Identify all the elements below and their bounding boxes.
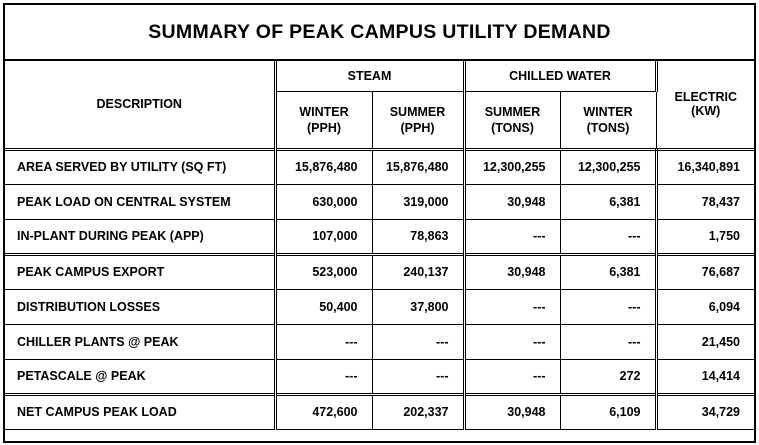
cell-value: 107,000 xyxy=(274,218,373,255)
cell-value: 472,600 xyxy=(274,392,373,430)
cell-value: 14,414 xyxy=(655,358,754,395)
cell-value: 240,137 xyxy=(371,252,466,290)
table-title: SUMMARY OF PEAK CAMPUS UTILITY DEMAND xyxy=(5,5,754,61)
table-row: CHILLER PLANTS @ PEAK --- --- --- --- 21… xyxy=(5,323,754,360)
steam-summer-header: SUMMER (PPH) xyxy=(371,90,466,150)
cell-value: 15,876,480 xyxy=(274,147,373,185)
cell-value: 1,750 xyxy=(655,218,754,255)
cell-value: 12,300,255 xyxy=(559,147,658,185)
cell-value: 15,876,480 xyxy=(371,147,466,185)
cell-value: 30,948 xyxy=(463,252,561,290)
row-label: IN-PLANT DURING PEAK (APP) xyxy=(5,218,277,255)
cell-value: 78,863 xyxy=(371,218,466,255)
steam-winter-header: WINTER (PPH) xyxy=(275,90,373,150)
cell-value: 6,381 xyxy=(559,252,658,290)
cell-value: 272 xyxy=(559,358,658,395)
cell-value: 78,437 xyxy=(655,183,754,220)
cell-value: 6,381 xyxy=(559,183,658,220)
cell-value: 16,340,891 xyxy=(655,147,754,185)
table-row: PEAK CAMPUS EXPORT 523,000 240,137 30,94… xyxy=(5,252,754,290)
row-label: DISTRIBUTION LOSSES xyxy=(5,288,277,325)
cell-value: 6,109 xyxy=(559,392,658,430)
cell-value: --- xyxy=(371,323,466,360)
cell-value: 50,400 xyxy=(274,288,373,325)
cell-value: --- xyxy=(463,218,561,255)
cell-value: 30,948 xyxy=(463,183,561,220)
cell-value: 523,000 xyxy=(274,252,373,290)
utility-demand-table: DESCRIPTION STEAM CHILLED WATER ELECTRIC… xyxy=(5,61,754,430)
cell-value: --- xyxy=(274,323,373,360)
summary-table-frame: SUMMARY OF PEAK CAMPUS UTILITY DEMAND DE… xyxy=(3,3,756,443)
row-label: PEAK CAMPUS EXPORT xyxy=(5,252,277,290)
chilled-water-group-header: CHILLED WATER xyxy=(463,61,658,92)
cell-value: --- xyxy=(463,323,561,360)
cell-value: 34,729 xyxy=(655,392,754,430)
cell-value: 37,800 xyxy=(371,288,466,325)
cw-winter-header: WINTER (TONS) xyxy=(559,90,656,150)
cell-value: --- xyxy=(559,288,658,325)
cell-value: 21,450 xyxy=(655,323,754,360)
electric-header: ELECTRIC (KW) xyxy=(655,61,754,150)
cell-value: --- xyxy=(274,358,373,395)
steam-group-header: STEAM xyxy=(274,61,466,92)
table-row: PETASCALE @ PEAK --- --- --- 272 14,414 xyxy=(5,358,754,395)
table-row: AREA SERVED BY UTILITY (SQ FT) 15,876,48… xyxy=(5,147,754,185)
row-label: AREA SERVED BY UTILITY (SQ FT) xyxy=(5,147,277,185)
description-header: DESCRIPTION xyxy=(5,61,277,150)
cw-summer-header: SUMMER (TONS) xyxy=(463,90,561,150)
row-label: PEAK LOAD ON CENTRAL SYSTEM xyxy=(5,183,277,220)
cell-value: --- xyxy=(463,288,561,325)
table-row: NET CAMPUS PEAK LOAD 472,600 202,337 30,… xyxy=(5,392,754,430)
cell-value: 630,000 xyxy=(274,183,373,220)
cell-value: --- xyxy=(463,358,561,395)
row-label: PETASCALE @ PEAK xyxy=(5,358,277,395)
cell-value: 6,094 xyxy=(655,288,754,325)
cell-value: --- xyxy=(559,323,658,360)
cell-value: 12,300,255 xyxy=(463,147,561,185)
cell-value: --- xyxy=(371,358,466,395)
table-row: PEAK LOAD ON CENTRAL SYSTEM 630,000 319,… xyxy=(5,183,754,220)
cell-value: 30,948 xyxy=(463,392,561,430)
cell-value: 319,000 xyxy=(371,183,466,220)
row-label: NET CAMPUS PEAK LOAD xyxy=(5,392,277,430)
cell-value: --- xyxy=(559,218,658,255)
cell-value: 202,337 xyxy=(371,392,466,430)
table-row: IN-PLANT DURING PEAK (APP) 107,000 78,86… xyxy=(5,218,754,255)
cell-value: 76,687 xyxy=(655,252,754,290)
table-row: DISTRIBUTION LOSSES 50,400 37,800 --- --… xyxy=(5,288,754,325)
row-label: CHILLER PLANTS @ PEAK xyxy=(5,323,277,360)
